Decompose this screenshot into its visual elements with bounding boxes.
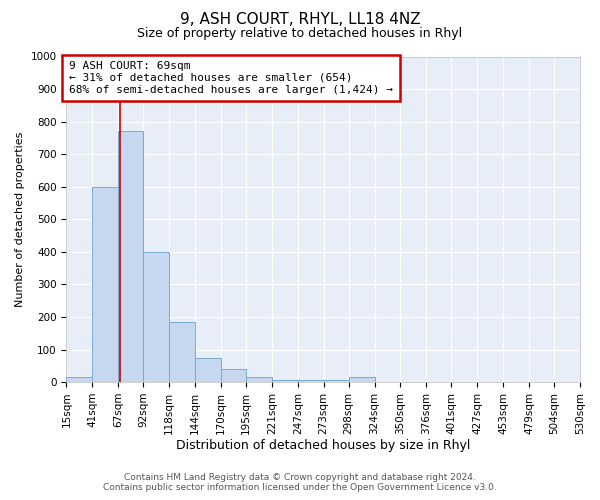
Bar [195,358,221,382]
Bar [298,380,324,382]
Bar [143,252,169,382]
Bar [92,186,118,382]
Text: 9, ASH COURT, RHYL, LL18 4NZ: 9, ASH COURT, RHYL, LL18 4NZ [179,12,421,28]
Text: Size of property relative to detached houses in Rhyl: Size of property relative to detached ho… [137,28,463,40]
Y-axis label: Number of detached properties: Number of detached properties [15,132,25,307]
Bar [349,377,374,382]
Bar [67,377,92,382]
Text: Contains HM Land Registry data © Crown copyright and database right 2024.
Contai: Contains HM Land Registry data © Crown c… [103,473,497,492]
Bar [221,369,246,382]
Bar [246,377,272,382]
Text: 9 ASH COURT: 69sqm
← 31% of detached houses are smaller (654)
68% of semi-detach: 9 ASH COURT: 69sqm ← 31% of detached hou… [69,62,393,94]
Bar [272,380,298,382]
X-axis label: Distribution of detached houses by size in Rhyl: Distribution of detached houses by size … [176,440,470,452]
Bar [169,322,195,382]
Bar [324,380,349,382]
Bar [118,132,143,382]
